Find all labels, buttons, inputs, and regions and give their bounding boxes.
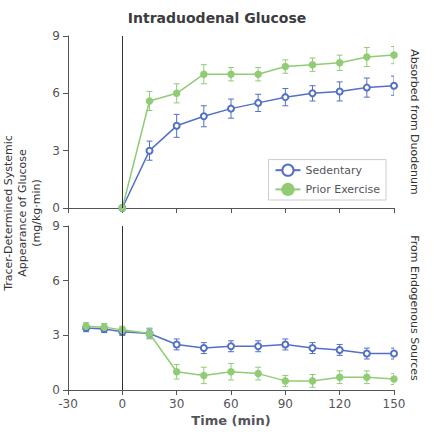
svg-text:Tracer-Determined Systemic: Tracer-Determined Systemic [2,135,15,292]
svg-text:9: 9 [52,219,60,233]
svg-text:0: 0 [52,383,60,397]
svg-text:(mg/kg·min): (mg/kg·min) [30,179,43,247]
svg-text:120: 120 [328,397,351,411]
svg-text:6: 6 [52,86,60,100]
svg-text:Appearance of Glucose: Appearance of Glucose [16,149,29,277]
svg-text:3: 3 [52,328,60,342]
svg-text:30: 30 [169,397,184,411]
svg-text:Absorbed from Duodenum: Absorbed from Duodenum [408,49,421,194]
svg-text:0: 0 [119,397,127,411]
svg-text:6: 6 [52,274,60,288]
svg-text:0: 0 [52,201,60,215]
svg-text:60: 60 [223,397,238,411]
svg-text:Prior Exercise: Prior Exercise [305,183,380,196]
svg-text:Time (min): Time (min) [191,413,270,428]
svg-text:90: 90 [278,397,293,411]
svg-text:Sedentary: Sedentary [305,164,362,177]
svg-text:-30: -30 [58,397,78,411]
svg-text:3: 3 [52,144,60,158]
svg-text:150: 150 [383,397,406,411]
svg-text:9: 9 [52,29,60,43]
svg-text:Intraduodenal Glucose: Intraduodenal Glucose [128,10,306,26]
svg-text:From Endogenous Sources: From Endogenous Sources [408,235,421,381]
